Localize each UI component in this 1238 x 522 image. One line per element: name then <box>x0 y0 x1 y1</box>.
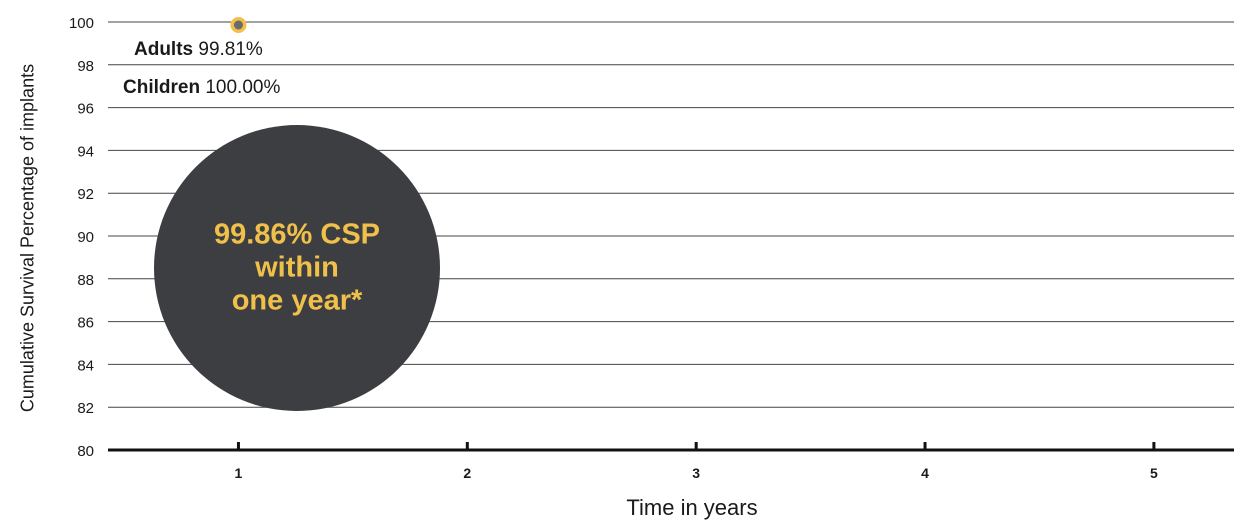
x-tick-label: 3 <box>692 465 700 481</box>
y-tick-label: 98 <box>77 58 94 75</box>
y-tick-label: 90 <box>77 229 94 246</box>
x-tick-labels: 1 2 3 4 5 <box>235 442 1158 481</box>
x-tick-label: 5 <box>1150 465 1158 481</box>
children-label: Children <box>123 77 201 98</box>
x-tick-label: 4 <box>921 465 929 481</box>
y-tick-label: 84 <box>77 357 94 374</box>
y-tick-label: 100 <box>69 15 94 32</box>
data-point <box>233 20 243 30</box>
y-tick-label: 94 <box>77 143 94 160</box>
adults-value: 99.81% <box>198 39 263 60</box>
callout-line-2: within <box>255 251 339 284</box>
adults-annotation: Adults 99.81% <box>134 39 263 61</box>
callout-bubble <box>154 125 440 411</box>
x-axis-label: Time in years <box>626 495 758 520</box>
children-value: 100.00% <box>205 77 281 98</box>
y-tick-label: 80 <box>77 443 94 460</box>
x-tick-label: 1 <box>235 465 243 481</box>
callout-line-1: 99.86% CSP <box>213 218 381 251</box>
data-points <box>230 16 247 33</box>
y-tick-label: 96 <box>77 101 94 118</box>
y-axis-label: Cumulative Survival Percentage of implan… <box>17 63 38 413</box>
adults-label: Adults <box>134 39 194 60</box>
y-tick-labels: 80 82 84 86 88 90 92 94 96 98 100 <box>69 15 94 460</box>
x-tick-label: 2 <box>463 465 471 481</box>
y-tick-label: 82 <box>77 400 94 417</box>
callout-bubble-layer <box>154 125 440 411</box>
y-tick-label: 88 <box>77 272 94 289</box>
callout-line-3: one year* <box>231 284 363 317</box>
y-tick-label: 86 <box>77 315 94 332</box>
callout-text: 99.86% CSP within one year* <box>167 219 427 318</box>
children-annotation: Children 100.00% <box>123 77 280 99</box>
y-tick-label: 92 <box>77 186 94 203</box>
